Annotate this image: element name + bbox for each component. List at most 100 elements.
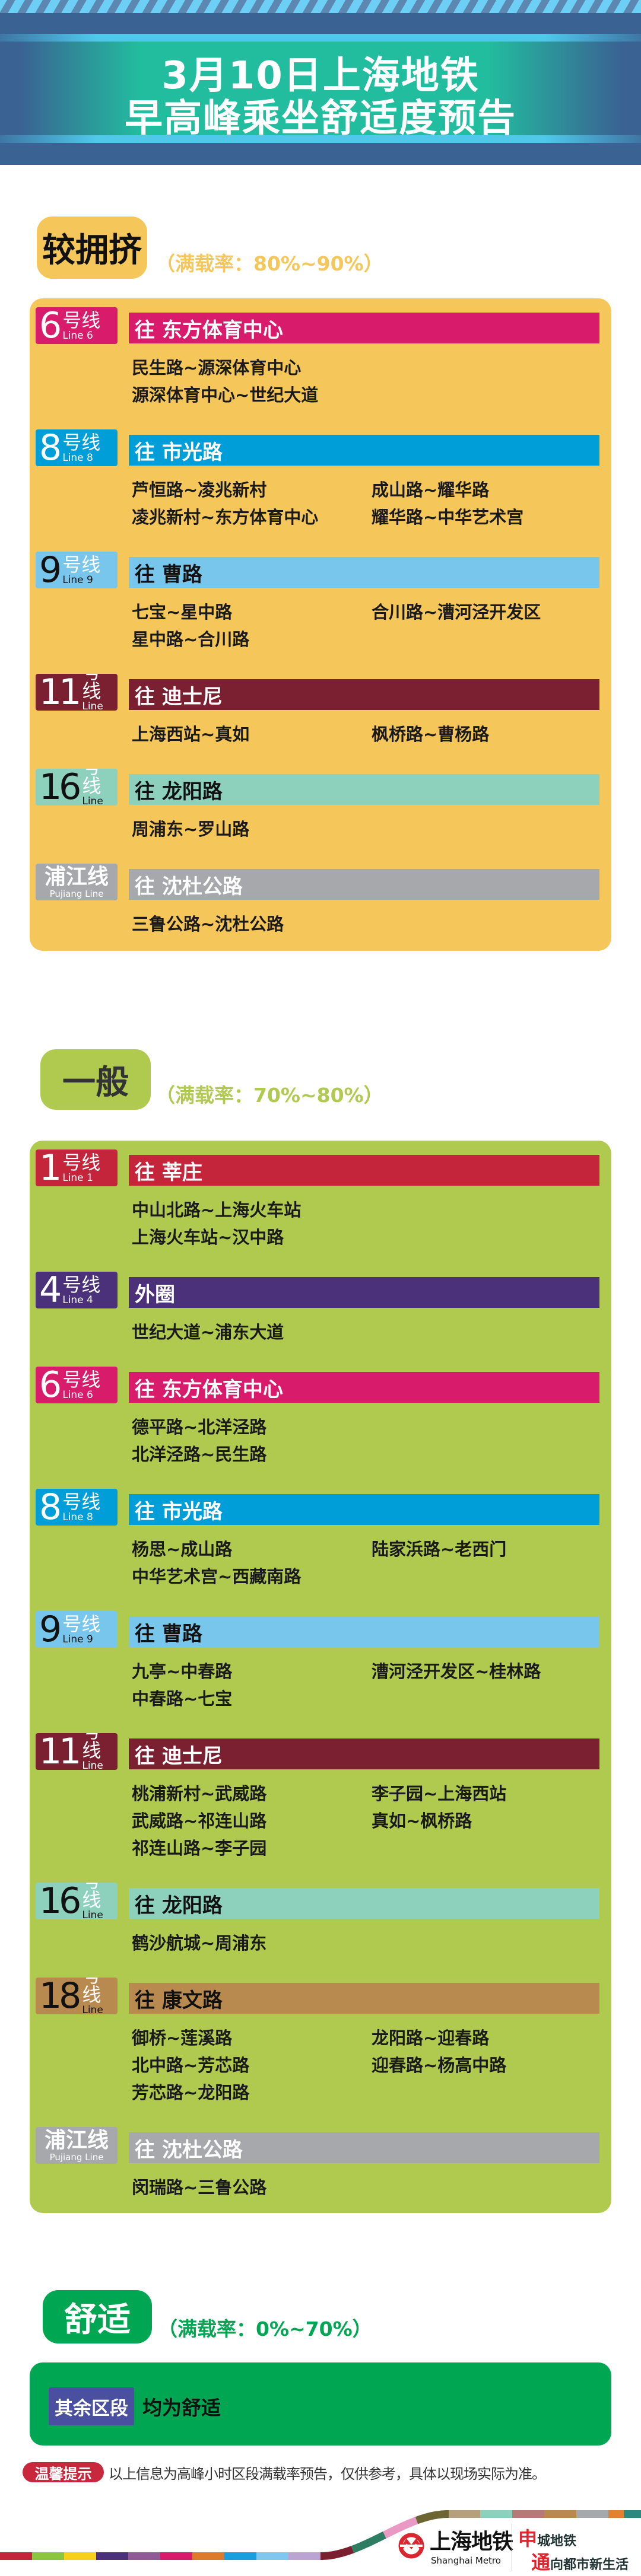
station-list: 闵瑞路~三鲁公路	[30, 2173, 611, 2200]
line-english: Line 1	[62, 1171, 93, 1184]
station-segment: 陆家浜路~老西门	[372, 1539, 507, 1559]
station-segment: 成山路~耀华路	[372, 480, 490, 500]
station-segment: 北洋泾路~民生路	[132, 1444, 267, 1464]
direction-bar: 往 曹路	[129, 557, 599, 588]
station-row: 御桥~莲溪路 龙阳路~迎春路	[132, 2023, 611, 2050]
station-list: 世纪大道~浦东大道	[30, 1317, 611, 1345]
line-label: 号线 Line 4	[62, 1275, 100, 1305]
station-row: 上海西站~真如 枫桥路~曹杨路	[132, 719, 611, 747]
comfort-card: 其余区段 均为舒适	[30, 2362, 611, 2446]
line-suffix: 号线	[82, 1978, 101, 2006]
station-row: 星中路~合川路	[132, 625, 611, 652]
station-list: 杨思~成山路 陆家浜路~老西门 中华艺术宫~西藏南路	[30, 1534, 611, 1589]
other-sections-status: 均为舒适	[142, 2396, 221, 2419]
station-row: 武威路~祁连山路 真如~枫桥路	[132, 1806, 611, 1833]
stripe-segment	[128, 2552, 160, 2560]
line-suffix: 号线	[62, 1490, 101, 1513]
line-badge: 16号线Line 16	[36, 1883, 118, 1919]
station-segment: 漕河泾开发区~桂林路	[372, 1661, 541, 1682]
stripe-segment	[224, 2552, 256, 2560]
line-badge: 6 号线 Line 6	[36, 307, 118, 344]
line-english: Line 11	[82, 1760, 103, 1771]
line-label: 号线 Line 1	[62, 1153, 100, 1183]
station-list: 三鲁公路~沈杜公路	[30, 909, 611, 937]
line-badge: 8 号线 Line 8	[36, 1489, 118, 1526]
station-segment: 周浦东~罗山路	[132, 819, 250, 839]
line-english: Pujiang Line	[49, 888, 104, 899]
logo-text-en: Shanghai Metro	[431, 2555, 501, 2566]
station-row: 中山北路~上海火车站	[132, 1195, 611, 1222]
stripe-segment	[320, 2546, 354, 2560]
station-row: 德平路~北洋泾路	[132, 1412, 611, 1440]
stripe-segment	[576, 2510, 608, 2518]
station-row: 中华艺术宫~西藏南路	[132, 1562, 611, 1589]
line-number: 8	[39, 1489, 62, 1526]
line-label: 号线 Line 8	[62, 1492, 100, 1523]
station-segment: 真如~枫桥路	[372, 1811, 472, 1831]
line-entry: 9 号线 Line 9 往 曹路 九亭~中春路 漕河泾开发区~桂林路 中春路~七宝	[30, 1611, 611, 1711]
direction-bar: 往 东方体育中心	[129, 1372, 599, 1403]
station-list: 鹤沙航城~周浦东	[30, 1928, 611, 1956]
station-segment: 民生路~源深体育中心	[132, 358, 302, 378]
direction-bar: 往 沈杜公路	[129, 2132, 599, 2163]
station-segment: 合川路~漕河泾开发区	[372, 602, 541, 622]
direction-bar: 往 莘庄	[129, 1155, 599, 1186]
line-badge: 4 号线 Line 4	[36, 1272, 118, 1308]
level-badge: 较拥挤	[37, 216, 147, 279]
station-segment: 三鲁公路~沈杜公路	[132, 914, 284, 934]
line-badge: 16号线Line 16	[36, 769, 118, 805]
line-entry: 9 号线 Line 9 往 曹路 七宝~星中路 合川路~漕河泾开发区 星中路~合川路	[30, 552, 611, 652]
line-suffix: 号线	[62, 1151, 101, 1174]
station-segment: 龙阳路~迎春路	[372, 2028, 490, 2048]
stripe-segment	[256, 2552, 288, 2560]
station-row: 北洋泾路~民生路	[132, 1440, 611, 1467]
line-english: Pujiang Line	[49, 2151, 104, 2163]
slogan-line-2: 通向都市新生活	[531, 2552, 629, 2573]
line-number: 6	[39, 307, 62, 344]
station-row: 桃浦新村~武威路 李子园~上海西站	[132, 1779, 611, 1806]
station-segment: 枫桥路~曹杨路	[372, 724, 490, 744]
stripe-segment	[160, 2552, 192, 2560]
station-row: 凌兆新村~东方体育中心 耀华路~中华艺术宫	[132, 502, 611, 530]
line-english: Line 8	[62, 1511, 93, 1523]
line-badge: 9 号线 Line 9	[36, 552, 118, 588]
slogan-rest: 向都市新生活	[550, 2558, 629, 2572]
page-title: 3月10日上海地铁	[161, 54, 480, 98]
station-segment: 北中路~芳芯路	[132, 2055, 250, 2075]
line-label: 号线 Line 6	[62, 1370, 100, 1400]
header-divider	[0, 34, 641, 42]
station-row: 周浦东~罗山路	[132, 814, 611, 842]
stripe-segment	[480, 2510, 512, 2518]
line-badge: 1 号线 Line 1	[36, 1150, 118, 1186]
station-row: 闵瑞路~三鲁公路	[132, 2173, 611, 2200]
stripe-segment	[383, 2517, 418, 2539]
shanghai-metro-logo-icon	[398, 2533, 424, 2559]
station-segment: 九亭~中春路	[132, 1661, 233, 1682]
tip-badge: 温馨提示	[23, 2462, 104, 2482]
station-segment: 中华艺术宫~西藏南路	[132, 1566, 302, 1587]
slogan-line-1: 申城地铁	[518, 2528, 576, 2549]
line-entry: 8 号线 Line 8 往 市光路 芦恒路~凌兆新村 成山路~耀华路 凌兆新村~东方体育中心…	[30, 429, 611, 530]
line-badge: 9 号线 Line 9	[36, 1611, 118, 1648]
line-label: 号线 Line 9	[62, 555, 100, 585]
direction-bar: 外圈	[129, 1277, 599, 1308]
level-card: 1 号线 Line 1 往 莘庄中山北路~上海火车站上海火车站~汉中路 4 号线 Line …	[30, 1141, 611, 2213]
line-suffix: 号线	[82, 769, 101, 797]
stripe-segment	[192, 2552, 224, 2560]
station-row: 鹤沙航城~周浦东	[132, 1928, 611, 1956]
station-list: 芦恒路~凌兆新村 成山路~耀华路 凌兆新村~东方体育中心 耀华路~中华艺术宫	[30, 475, 611, 530]
direction-bar: 往 市光路	[129, 435, 599, 466]
line-suffix: 号线	[62, 308, 101, 332]
station-row: 三鲁公路~沈杜公路	[132, 909, 611, 937]
station-segment: 凌兆新村~东方体育中心	[132, 507, 319, 527]
direction-bar: 往 康文路	[129, 1983, 599, 2014]
station-row: 芳芯路~龙阳路	[132, 2078, 611, 2105]
line-entry: 4 号线 Line 4 外圈世纪大道~浦东大道	[30, 1272, 611, 1345]
station-segment: 上海火车站~汉中路	[132, 1227, 284, 1247]
